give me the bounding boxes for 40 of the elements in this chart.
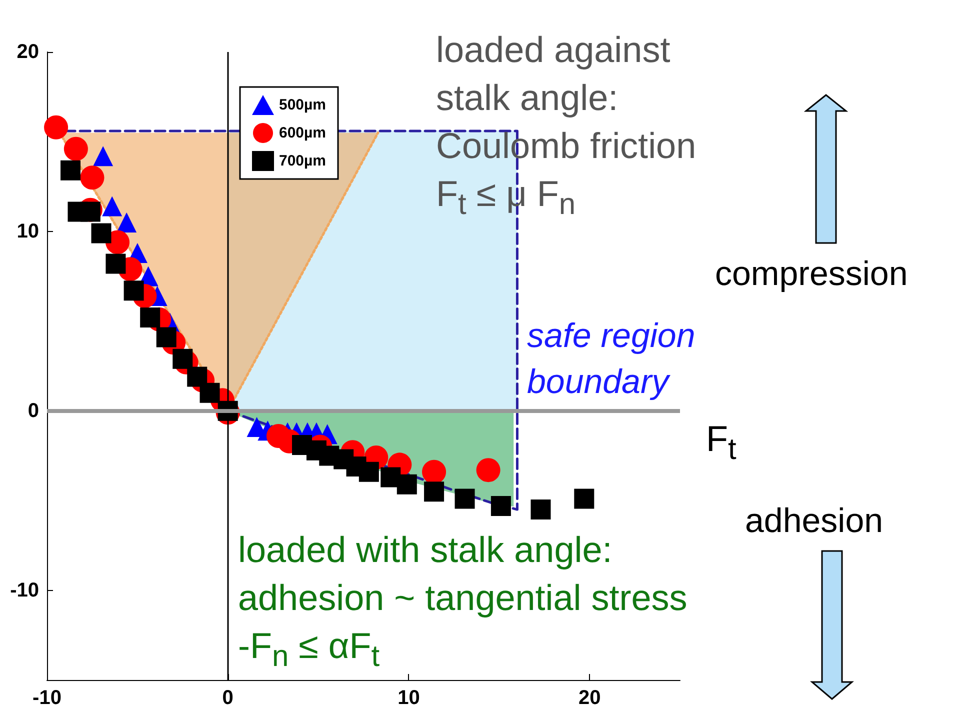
point [80, 166, 104, 190]
point [106, 254, 126, 274]
point [140, 308, 160, 328]
point [60, 160, 81, 180]
legend-label: 600µm [279, 124, 326, 142]
x-tick-label: 10 [398, 687, 420, 709]
point [424, 482, 444, 502]
x-tick-label: 20 [578, 687, 601, 709]
point [102, 196, 122, 216]
annotation: loaded against stalk angle: Coulomb friction F$_{t}$ ≤ μ F$_{n}$ [436, 28, 696, 224]
point [476, 458, 500, 482]
annotation: safe region boundary [527, 316, 696, 403]
point [64, 136, 88, 161]
point [116, 212, 137, 232]
y-tick-label: 0 [28, 400, 39, 422]
point [200, 382, 220, 403]
point [396, 474, 417, 494]
point [422, 460, 446, 484]
point [124, 280, 144, 301]
y-tick-label: 20 [16, 41, 39, 63]
point [574, 488, 594, 509]
legend-label: 500µm [279, 96, 326, 114]
text: compression [715, 254, 908, 295]
y-tick-label: 10 [16, 220, 39, 242]
x-tick-label: 0 [222, 687, 234, 709]
text: adhesion [745, 501, 884, 542]
legend-label: 700µm [279, 152, 326, 170]
point [187, 366, 208, 387]
point [454, 488, 475, 509]
y-tick-label: -10 [10, 579, 39, 602]
point [530, 500, 551, 520]
point [172, 348, 193, 369]
x-axis-title: F$_{t}$ [706, 418, 736, 468]
point [93, 146, 114, 166]
annotation: loaded with stalk angle: adhesion ~ tangential stress -F$_{n}$ ≤ αF$_{t}$ [238, 528, 688, 676]
point [490, 496, 511, 516]
point [358, 462, 379, 482]
x-tick-label: -10 [32, 687, 62, 709]
point [44, 115, 68, 140]
point [91, 223, 112, 244]
